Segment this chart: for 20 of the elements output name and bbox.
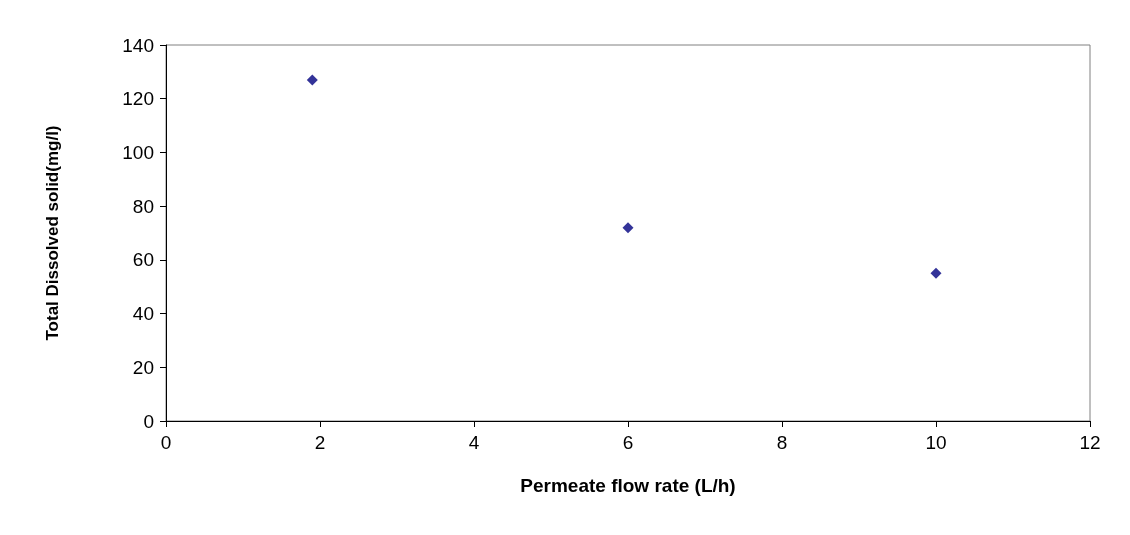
y-tick-label: 80: [132, 195, 154, 217]
x-tick-label: 8: [776, 432, 788, 453]
y-tick-label: 120: [122, 88, 154, 110]
x-axis-title: Permeate flow rate (L/h): [520, 475, 736, 496]
x-tick-label: 6: [622, 432, 634, 453]
y-tick-label: 20: [132, 356, 154, 378]
x-tick-label: 2: [314, 432, 326, 453]
y-tick-label: 140: [122, 34, 154, 56]
y-tick-label: 40: [132, 303, 154, 325]
x-tick-label: 4: [468, 432, 480, 453]
x-tick-label: 10: [925, 432, 947, 453]
x-tick-label: 12: [1079, 432, 1101, 453]
x-tick-label: 0: [160, 432, 172, 453]
y-tick-label: 60: [132, 249, 154, 271]
point: [930, 267, 942, 279]
y-tick-label: 100: [122, 141, 154, 163]
y-tick-label: 0: [143, 410, 154, 432]
point: [306, 74, 318, 86]
y-axis-title: Total Dissolved solid(mg/l): [43, 125, 62, 341]
point: [622, 222, 634, 234]
